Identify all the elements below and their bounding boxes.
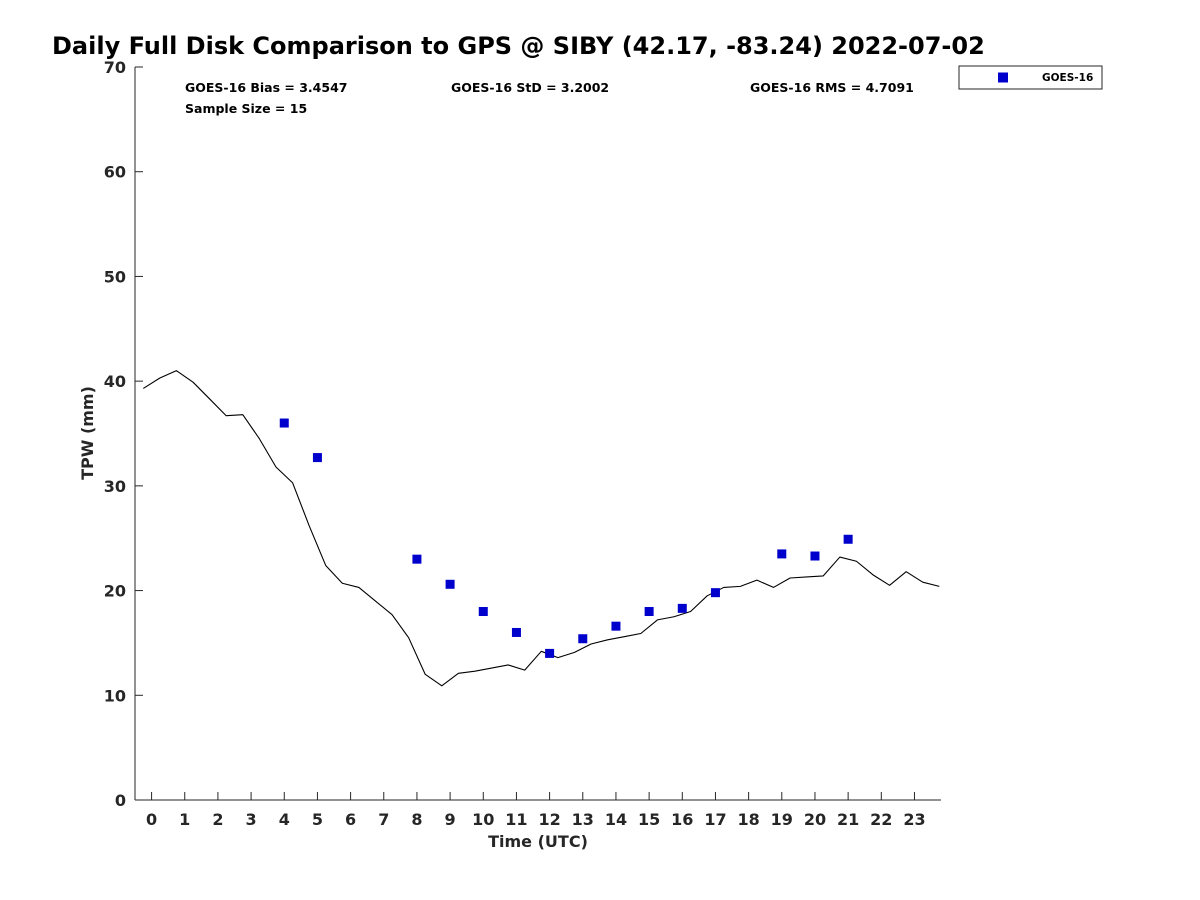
x-tick-label: 14 xyxy=(605,810,627,829)
y-axis-label: TPW (mm) xyxy=(78,386,97,480)
legend: GOES-16 xyxy=(958,65,1103,90)
plot-area xyxy=(134,67,941,801)
x-tick-label: 13 xyxy=(572,810,594,829)
series-layer xyxy=(142,370,940,687)
goes16-point xyxy=(810,551,820,561)
y-tick-label: 20 xyxy=(104,582,126,601)
goes16-point xyxy=(777,549,787,559)
x-tick-label: 15 xyxy=(638,810,660,829)
x-axis-label: Time (UTC) xyxy=(488,832,588,851)
x-tick-label: 9 xyxy=(445,810,456,829)
x-tick-label: 8 xyxy=(411,810,422,829)
x-tick-label: 11 xyxy=(505,810,527,829)
y-axis-ticks: 0 10 20 30 40 50 60 70 xyxy=(104,58,143,810)
y-tick-label: 10 xyxy=(104,686,126,705)
legend-box xyxy=(958,65,1103,90)
x-tick-label: 21 xyxy=(837,810,859,829)
goes16-point xyxy=(710,588,720,598)
stat-sample-size: Sample Size = 15 xyxy=(185,101,307,116)
x-tick-label: 12 xyxy=(538,810,560,829)
x-tick-label: 0 xyxy=(146,810,157,829)
goes16-point xyxy=(445,579,455,589)
stat-std: GOES-16 StD = 3.2002 xyxy=(451,80,609,95)
x-tick-label: 4 xyxy=(279,810,290,829)
y-tick-label: 50 xyxy=(104,267,126,286)
x-tick-label: 1 xyxy=(179,810,190,829)
y-tick-label: 70 xyxy=(104,58,126,77)
legend-label-goes16: GOES-16 xyxy=(1042,72,1093,84)
x-tick-label: 19 xyxy=(771,810,793,829)
x-tick-label: 6 xyxy=(345,810,356,829)
x-tick-label: 23 xyxy=(903,810,925,829)
chart-title: Daily Full Disk Comparison to GPS @ SIBY… xyxy=(52,32,985,60)
stat-rms: GOES-16 RMS = 4.7091 xyxy=(750,80,914,95)
x-tick-label: 17 xyxy=(704,810,726,829)
gps-line xyxy=(142,370,940,687)
goes16-point xyxy=(279,418,289,428)
goes16-point xyxy=(578,634,588,644)
x-tick-label: 5 xyxy=(312,810,323,829)
x-tick-label: 16 xyxy=(671,810,693,829)
y-tick-label: 0 xyxy=(115,791,126,810)
y-tick-label: 40 xyxy=(104,372,126,391)
x-tick-label: 2 xyxy=(212,810,223,829)
goes16-point xyxy=(478,607,488,617)
y-tick-label: 30 xyxy=(104,477,126,496)
x-axis-ticks: 0 1 2 3 4 5 6 7 8 9 10 11 12 13 14 15 16 17 18 19 20 21 22 23 xyxy=(146,792,926,829)
goes16-point xyxy=(644,607,654,617)
goes16-point xyxy=(545,648,555,658)
x-tick-label: 20 xyxy=(804,810,826,829)
y-tick-label: 60 xyxy=(104,163,126,182)
goes16-point xyxy=(312,453,322,463)
goes16-point xyxy=(843,534,853,544)
stat-bias: GOES-16 Bias = 3.4547 xyxy=(185,80,347,95)
x-tick-label: 10 xyxy=(472,810,494,829)
goes16-point xyxy=(412,554,422,564)
legend-marker-goes16 xyxy=(998,72,1008,83)
x-tick-label: 18 xyxy=(737,810,759,829)
goes16-point xyxy=(511,627,521,637)
x-tick-label: 3 xyxy=(246,810,257,829)
goes16-point xyxy=(611,621,621,631)
x-tick-label: 7 xyxy=(378,810,389,829)
x-tick-label: 22 xyxy=(870,810,892,829)
goes16-point xyxy=(677,603,687,613)
plot-background xyxy=(135,67,941,800)
